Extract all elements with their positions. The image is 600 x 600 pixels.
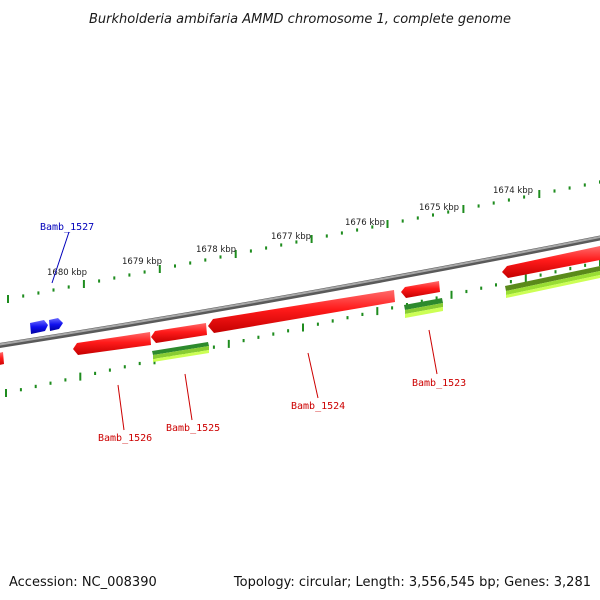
gene-label-bamb-1525[interactable]: Bamb_1525 [166,423,220,434]
rna-band-right[interactable] [505,266,600,291]
gene-bamb-1523[interactable] [401,281,440,298]
gene-bamb-1527-arrow[interactable] [30,320,48,334]
rna-band-bamb-1525-mid [153,346,209,359]
scale-label-1676-kbp: 1676 kbp [345,218,385,228]
genome-backbone [0,235,600,348]
genome-summary-text: Topology: circular; Length: 3,556,545 bp… [233,575,591,590]
gene-bamb-1527-arrow-2[interactable] [49,318,63,331]
leader-bamb-1524 [307,352,319,399]
leader-bamb-1523 [428,329,438,375]
gene-label-bamb-1526[interactable]: Bamb_1526 [98,433,152,444]
gene-label-bamb-1527[interactable]: Bamb_1527 [40,222,94,233]
gene-partial-left[interactable] [0,352,4,366]
leader-bamb-1525 [184,373,193,421]
scale-label-1677-kbp: 1677 kbp [271,232,311,242]
leader-bamb-1527 [51,231,70,284]
rna-band-right-mid [506,271,600,295]
scale-label-1679-kbp: 1679 kbp [122,257,162,267]
gene-label-bamb-1524[interactable]: Bamb_1524 [291,401,345,412]
rna-band-bamb-1525[interactable] [152,342,209,355]
scale-label-1678-kbp: 1678 kbp [196,245,236,255]
gene-bamb-1524[interactable] [208,290,395,333]
rna-band-bamb-1523-light [405,307,443,318]
gene-bamb-1526[interactable] [73,332,151,355]
scale-ruler-bottom [5,258,600,397]
scale-label-1674-kbp: 1674 kbp [493,186,533,196]
scale-ruler-top: 1680 kbp 1679 kbp 1678 kbp 1677 kbp 1676… [7,180,600,303]
gene-bamb-1525[interactable] [151,323,207,343]
scale-label-1675-kbp: 1675 kbp [419,203,459,213]
gene-label-leaders [51,231,438,431]
scale-labels: 1680 kbp 1679 kbp 1678 kbp 1677 kbp 1676… [47,186,533,278]
rna-band-bamb-1523-mid [405,303,443,314]
genes-forward-strand [0,246,600,366]
map-title: Burkholderia ambifaria AMMD chromosome 1… [89,12,511,27]
gene-label-bamb-1523[interactable]: Bamb_1523 [412,378,466,389]
rna-band-bamb-1525-light [153,350,209,362]
gene-labels: Bamb_1527 Bamb_1526 Bamb_1525 Bamb_1524 … [40,222,466,444]
rna-bands [152,266,600,362]
gene-right-partial[interactable] [502,246,600,278]
leader-bamb-1526 [117,384,125,431]
rna-band-bamb-1523[interactable] [404,298,443,310]
rna-band-right-light [506,275,600,298]
scale-label-1680-kbp: 1680 kbp [47,268,87,278]
accession-text: Accession: NC_008390 [9,575,157,590]
